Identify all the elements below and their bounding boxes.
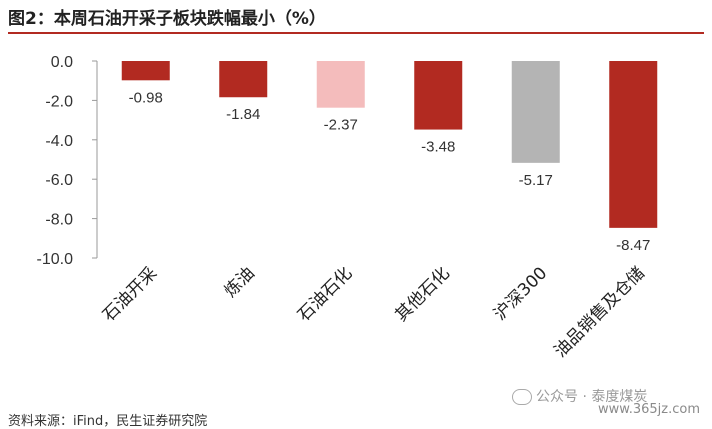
category-label: 炼油 xyxy=(221,263,259,301)
watermark-text: 公众号 · 泰度煤炭 xyxy=(536,389,648,405)
source-note: 资料来源：iFind，民生证券研究院 xyxy=(8,414,208,429)
watermark: 公众号 · 泰度煤炭 xyxy=(512,386,647,406)
bar xyxy=(609,61,658,228)
category-label: 沪深300 xyxy=(490,263,551,324)
data-label: -0.98 xyxy=(129,89,163,106)
y-tick-label: -6.0 xyxy=(45,172,73,189)
chart-title: 图2：本周石油开采子板块跌幅最小（%） xyxy=(8,9,326,29)
bar xyxy=(219,61,268,98)
category-label: 石油开采 xyxy=(99,263,161,325)
data-label: -8.47 xyxy=(616,237,650,254)
data-label: -3.48 xyxy=(421,139,455,156)
data-labels: -0.98 -1.84 -2.37 -3.48 -5.17 -8.47 xyxy=(129,89,651,254)
y-tick-label: -4.0 xyxy=(45,133,73,150)
y-tick-label: -8.0 xyxy=(45,212,73,229)
category-label: 油品销售及仓储 xyxy=(550,263,648,361)
data-label: -1.84 xyxy=(226,106,260,123)
category-label: 石油石化 xyxy=(294,263,356,325)
bar xyxy=(511,61,560,163)
y-tick-label: 0.0 xyxy=(51,54,73,71)
category-label: 其他石化 xyxy=(392,263,454,325)
y-tick-label: -2.0 xyxy=(45,93,73,110)
axes: 0.0 -2.0 -4.0 -6.0 -8.0 -10.0 xyxy=(37,54,98,268)
y-tick-label: -10.0 xyxy=(37,251,74,268)
data-label: -2.37 xyxy=(324,117,358,134)
category-labels: 石油开采 炼油 石油石化 其他石化 沪深300 油品销售及仓储 xyxy=(99,263,649,361)
bar xyxy=(414,61,463,130)
watermark-url: www.365jz.com xyxy=(598,402,700,417)
wechat-icon xyxy=(512,389,532,405)
title-rule xyxy=(8,32,704,34)
bars xyxy=(121,61,658,228)
bar xyxy=(316,61,365,108)
bar xyxy=(121,61,170,81)
data-label: -5.17 xyxy=(519,172,553,189)
